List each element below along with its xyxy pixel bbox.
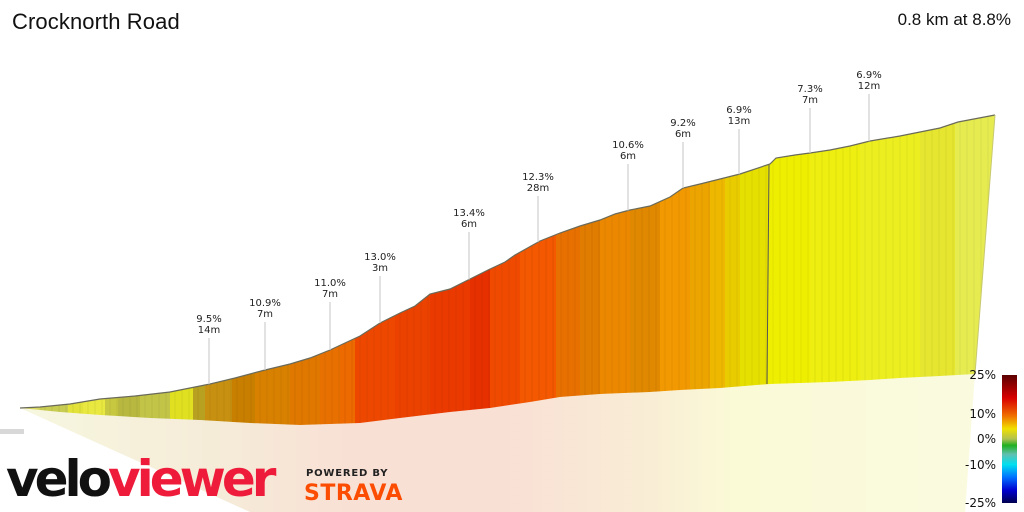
annotation-length: 7m: [257, 309, 273, 320]
annotation-gradient: 6.9%: [726, 105, 751, 116]
segment-title: Crocknorth Road: [12, 9, 180, 34]
gradient-segment: [860, 115, 921, 425]
legend-label-neg10: -10%: [964, 458, 996, 472]
gradient-segment: [20, 115, 41, 425]
gradient-segment: [68, 115, 84, 425]
annotation-gradient: 9.5%: [196, 314, 221, 325]
climb-annotation: 6.9%13m: [726, 105, 752, 175]
climb-annotation: 13.4%6m: [453, 208, 485, 280]
legend-label-0: 0%: [976, 432, 996, 446]
gradient-segment: [580, 115, 601, 425]
start-marker: [0, 429, 24, 434]
annotation-length: 6m: [461, 219, 477, 230]
veloviewer-logo: veloviewer: [6, 454, 276, 504]
gradient-segment: [105, 115, 119, 425]
logo-velo: velo: [6, 450, 112, 508]
strava-logo: STRAVA: [304, 481, 403, 506]
gradient-segment: [710, 115, 726, 425]
annotation-gradient: 10.6%: [612, 140, 644, 151]
gradient-segment: [320, 115, 341, 425]
gradient-segment: [193, 115, 206, 425]
gradient-segment: [118, 115, 141, 425]
annotation-length: 6m: [620, 151, 636, 162]
annotation-length: 14m: [198, 325, 220, 336]
annotation-gradient: 13.4%: [453, 208, 485, 219]
climb-annotations: 9.5%14m10.9%7m11.0%7m13.0%3m13.4%6m12.3%…: [196, 70, 882, 385]
profile-top-line: [19, 114, 996, 409]
annotation-gradient: 10.9%: [249, 298, 281, 309]
climb-annotation: 13.0%3m: [364, 252, 396, 323]
annotation-gradient: 7.3%: [797, 84, 822, 95]
climb-annotation: 10.6%6m: [612, 140, 644, 211]
annotation-length: 7m: [802, 95, 818, 106]
gradient-color-scale: [1002, 375, 1017, 503]
climb-annotation: 12.3%28m: [522, 172, 554, 243]
gradient-segment: [140, 115, 171, 425]
annotation-length: 13m: [728, 116, 750, 127]
powered-by-label: POWERED BY: [306, 468, 389, 479]
annotation-length: 12m: [858, 81, 880, 92]
annotation-length: 28m: [527, 183, 549, 194]
annotation-gradient: 6.9%: [856, 70, 881, 81]
gradient-segment: [40, 115, 69, 425]
segment-divider: [766, 164, 770, 385]
gradient-segment: [170, 115, 194, 425]
annotation-gradient: 12.3%: [522, 172, 554, 183]
legend-label-neg25: -25%: [964, 496, 996, 510]
gradient-segment: [430, 115, 471, 425]
annotation-gradient: 13.0%: [364, 252, 396, 263]
annotation-length: 3m: [372, 263, 388, 274]
gradient-segment: [725, 115, 741, 425]
gradient-segment: [920, 115, 956, 425]
legend-label-10: 10%: [969, 407, 996, 421]
annotation-length: 7m: [322, 289, 338, 300]
climb-annotation: 6.9%12m: [856, 70, 882, 142]
gradient-segment: [340, 115, 356, 425]
segment-summary: 0.8 km at 8.8%: [897, 10, 1011, 29]
climb-annotation: 9.2%6m: [670, 118, 696, 188]
gradient-segment: [810, 115, 861, 425]
gradient-segment: [690, 115, 711, 425]
annotation-length: 6m: [675, 129, 691, 140]
gradient-segment: [205, 115, 233, 425]
gradient-segment: [83, 115, 106, 425]
climb-annotation: 9.5%14m: [196, 314, 222, 385]
legend-label-25: 25%: [969, 368, 996, 382]
logo-viewer: viewer: [108, 450, 276, 508]
annotation-gradient: 11.0%: [314, 278, 346, 289]
climb-annotation: 11.0%7m: [314, 278, 346, 350]
annotation-gradient: 9.2%: [670, 118, 695, 129]
climb-annotation: 10.9%7m: [249, 298, 281, 370]
profile-end-edge: [974, 114, 996, 375]
climb-annotation: 7.3%7m: [797, 84, 823, 153]
profile-floor-shadow: [20, 374, 975, 512]
gradient-segment: [768, 115, 811, 425]
gradient-legend-labels: 25% 10% 0% -10% -25%: [960, 366, 996, 512]
